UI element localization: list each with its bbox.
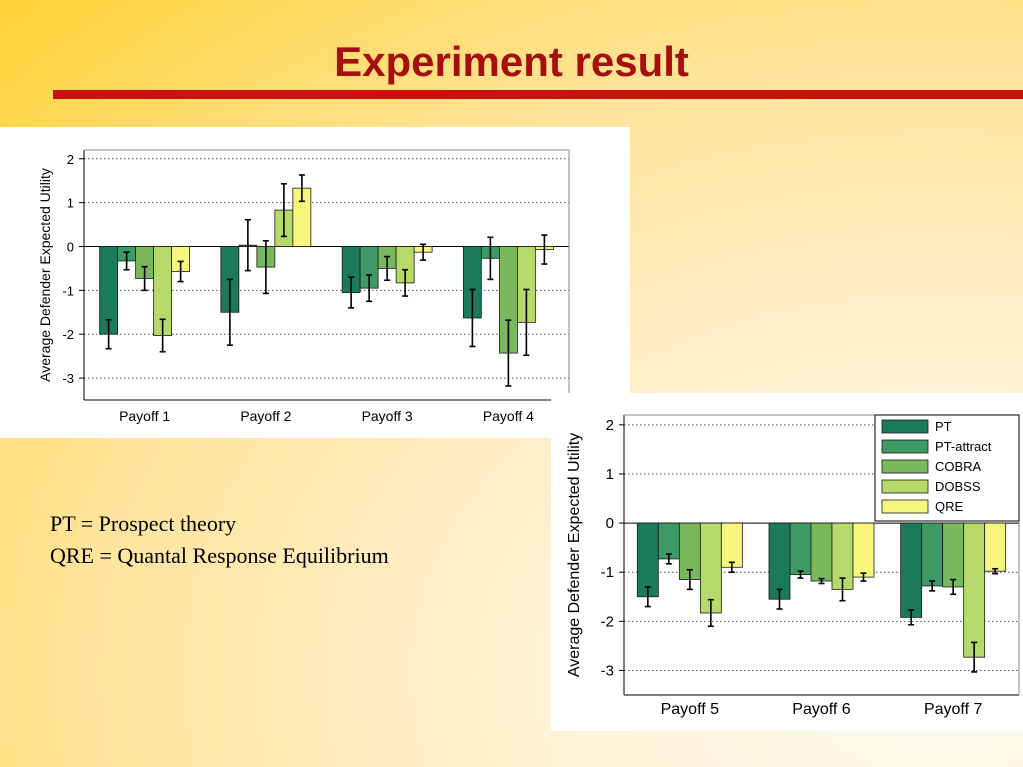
y-tick-label: -3 [601,662,614,679]
x-category-label: Payoff 2 [240,408,291,424]
chart-panel-payoff-5-7: Average Defender Expected Utility 2 1 0 -1 -2… [551,393,1023,731]
x-category-label: Payoff 6 [792,701,851,718]
title-underline [53,90,1023,99]
legend-label: PT [935,419,952,434]
bar-qre-payoff-5 [720,522,743,568]
bar-qre-payoff-6 [852,522,875,578]
chart-legend: PT PT-attract COBRA DOBSS QRE [874,414,1020,522]
y-tick-label: 0 [606,515,614,532]
legend-label: COBRA [935,459,982,474]
legend-label: PT-attract [935,439,992,454]
y-tick-label: 2 [606,417,614,434]
y-tick-label: 1 [67,196,74,211]
x-category-label: Payoff 7 [924,701,983,718]
bar-qre-payoff-7 [984,522,1007,572]
y-tick-label: -1 [62,283,74,298]
abbreviation-notes: PT = Prospect theory QRE = Quantal Respo… [50,508,389,572]
bar-cobra-payoff-6 [810,522,833,582]
legend-label: QRE [935,499,964,514]
legend-swatch [881,479,929,494]
y-tick-label: 1 [606,466,614,483]
y-tick-label: 2 [67,152,74,167]
legend-label: DOBSS [935,479,981,494]
note-pt: PT = Prospect theory [50,511,237,536]
legend-swatch [881,439,929,454]
legend-swatch [881,459,929,474]
y-tick-label: -1 [601,564,614,581]
bar-chart-payoff-5-7: Average Defender Expected Utility 2 1 0 -1 -2… [566,414,1020,718]
bar-dobss-payoff-7 [963,522,986,658]
chart-panel-payoff-1-4: Average Defender Expected Utility 2 1 0 -1 -2… [0,127,630,438]
bar-pt-payoff-5 [636,522,659,598]
y-tick-label: -2 [601,613,614,630]
slide-title: Experiment result [334,38,689,85]
y-tick-label: -2 [62,327,74,342]
legend-swatch [881,419,929,434]
y-axis-label: Average Defender Expected Utility [566,433,583,677]
bar-pt-attract-payoff-6 [789,522,812,576]
note-qre: QRE = Quantal Response Equilibrium [50,543,389,568]
x-category-label: Payoff 1 [119,408,170,424]
bar-pt-payoff-6 [768,522,791,600]
bar-pt-attract-payoff-7 [921,522,944,587]
y-tick-label: 0 [67,239,74,254]
legend-swatch [881,499,929,514]
x-category-label: Payoff 5 [661,701,720,718]
x-category-label: Payoff 3 [362,408,413,424]
y-axis-label: Average Defender Expected Utility [37,168,53,382]
bar-chart-payoff-1-4: Average Defender Expected Utility 2 1 0 -1 -2… [37,149,570,424]
y-tick-label: -3 [62,371,74,386]
bar-pt-payoff-7 [900,522,923,618]
x-category-label: Payoff 4 [483,408,534,424]
bar-cobra-payoff-7 [942,522,965,588]
